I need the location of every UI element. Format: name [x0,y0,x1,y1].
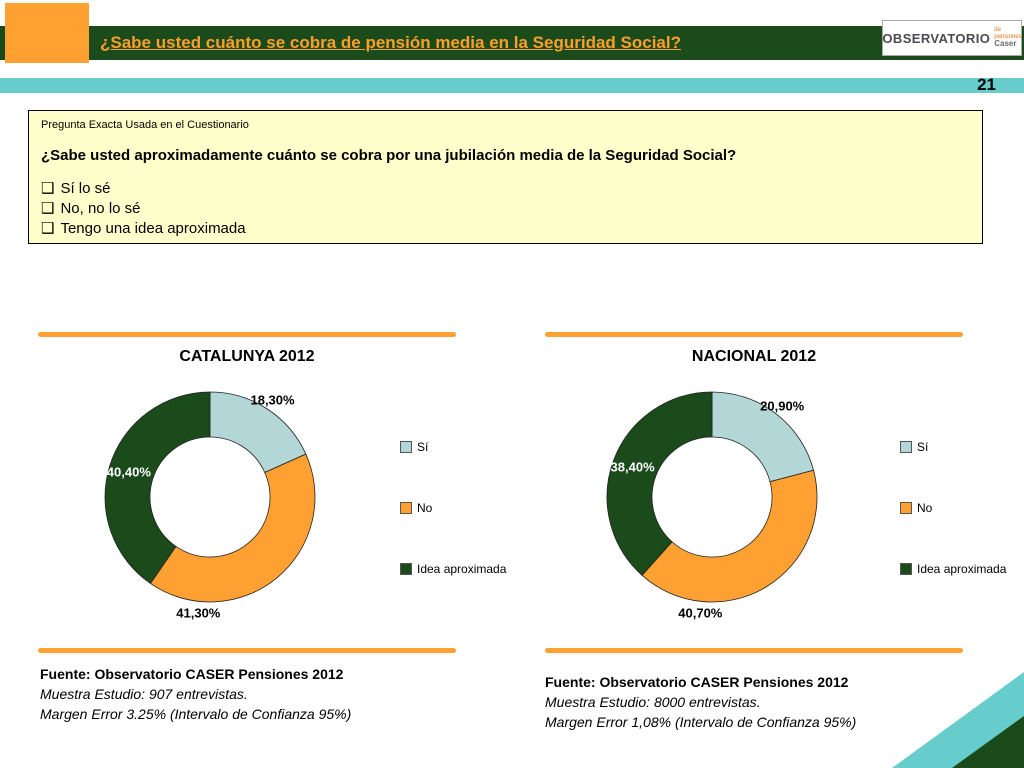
percent-label: 38,40% [610,459,655,475]
legend-swatch [400,441,412,453]
legend-item: Idea aproximada [900,562,1006,576]
legend-label: No [417,501,433,515]
chart-block-catalunya: CATALUNYA 2012 18,30% 41,30% 40,40% Sí No Id… [38,332,506,654]
donut-segment-idea-aproximada [104,391,211,585]
percent-label: 20,90% [760,398,805,414]
checkbox-icon: ❑ [41,180,55,197]
answer-options: ❑ Sí lo sé ❑ No, no lo sé ❑ Tengo una idea … [41,179,970,239]
orange-divider-line [545,648,963,653]
logo-main-text: OBSERVATORIO [882,30,991,46]
checkbox-icon: ❑ [41,200,55,217]
chart-legend: Sí No Idea aproximada [400,440,506,576]
question-box: Pregunta Exacta Usada en el Cuestionario… [28,110,983,244]
header-orange-square [5,3,89,63]
donut-chart-nacional: 20,90% 40,70% 38,40% [562,347,862,647]
legend-label: Idea aproximada [917,562,1007,576]
logo-sub-top: de pensiones [994,27,1022,40]
orange-divider-line [545,332,963,337]
source-line: Muestra Estudio: 907 entrevistas. [40,686,248,702]
legend-item: No [900,501,1006,515]
percent-label: 41,30% [176,605,221,621]
logo-sub-text: de pensiones Caser [994,27,1021,49]
legend-swatch [900,502,912,514]
legend-item: Sí [400,440,506,454]
donut-svg [606,391,818,603]
legend-label: Sí [417,440,429,454]
source-note-nacional: Fuente: Observatorio CASER Pensiones 201… [545,672,856,732]
chart-title-nacional: NACIONAL 2012 [691,348,817,365]
answer-option: ❑ Tengo una idea aproximada [41,219,970,239]
legend-item: No [400,501,506,515]
page-number: 21 [977,75,996,94]
percent-label: 18,30% [250,392,295,408]
donut-chart-catalunya: 18,30% 41,30% 40,40% [60,347,360,647]
percent-label: 40,40% [106,464,151,480]
source-line: Fuente: Observatorio CASER Pensiones 201… [40,666,344,682]
chart-legend: Sí No Idea aproximada [900,440,1006,576]
legend-label: No [917,501,933,515]
legend-swatch [400,502,412,514]
chart-title-catalunya: CATALUNYA 2012 [179,348,315,365]
answer-option-label: Tengo una idea aproximada [60,220,246,237]
donut-segment-idea-aproximada [606,391,713,576]
source-note-catalunya: Fuente: Observatorio CASER Pensiones 201… [40,664,351,724]
chart-block-nacional: NACIONAL 2012 20,90% 40,70% 38,40% Sí No Ide… [545,332,1006,654]
source-line: Muestra Estudio: 8000 entrevistas. [545,694,761,710]
donut-segment-no [641,469,818,603]
answer-option: ❑ Sí lo sé [41,179,970,199]
legend-swatch [400,563,412,575]
legend-swatch [900,563,912,575]
header-band [0,26,1024,60]
slide-title: ¿Sabe usted cuánto se cobra de pensión m… [100,33,681,52]
teal-divider-bar [0,78,1024,93]
answer-option: ❑ No, no lo sé [41,199,970,219]
legend-label: Idea aproximada [417,562,507,576]
answer-option-label: No, no lo sé [60,200,141,217]
observatorio-logo: OBSERVATORIO de pensiones Caser [882,20,1022,56]
orange-divider-line [38,332,456,337]
donut-svg [104,391,316,603]
percent-label: 40,70% [678,605,723,621]
source-line: Margen Error 3.25% (Intervalo de Confian… [40,706,352,722]
question-text: ¿Sabe usted aproximadamente cuánto se co… [41,147,737,164]
source-line: Margen Error 1,08% (Intervalo de Confian… [545,714,857,730]
legend-swatch [900,441,912,453]
legend-item: Idea aproximada [400,562,506,576]
legend-item: Sí [900,440,1006,454]
question-box-caption: Pregunta Exacta Usada en el Cuestionario [41,119,249,131]
donut-segment-no [149,453,316,603]
orange-divider-line [38,648,456,653]
logo-sub-bottom: Caser [994,39,1017,49]
answer-option-label: Sí lo sé [60,180,111,197]
legend-label: Sí [917,440,929,454]
checkbox-icon: ❑ [41,220,55,237]
source-line: Fuente: Observatorio CASER Pensiones 201… [545,674,849,690]
